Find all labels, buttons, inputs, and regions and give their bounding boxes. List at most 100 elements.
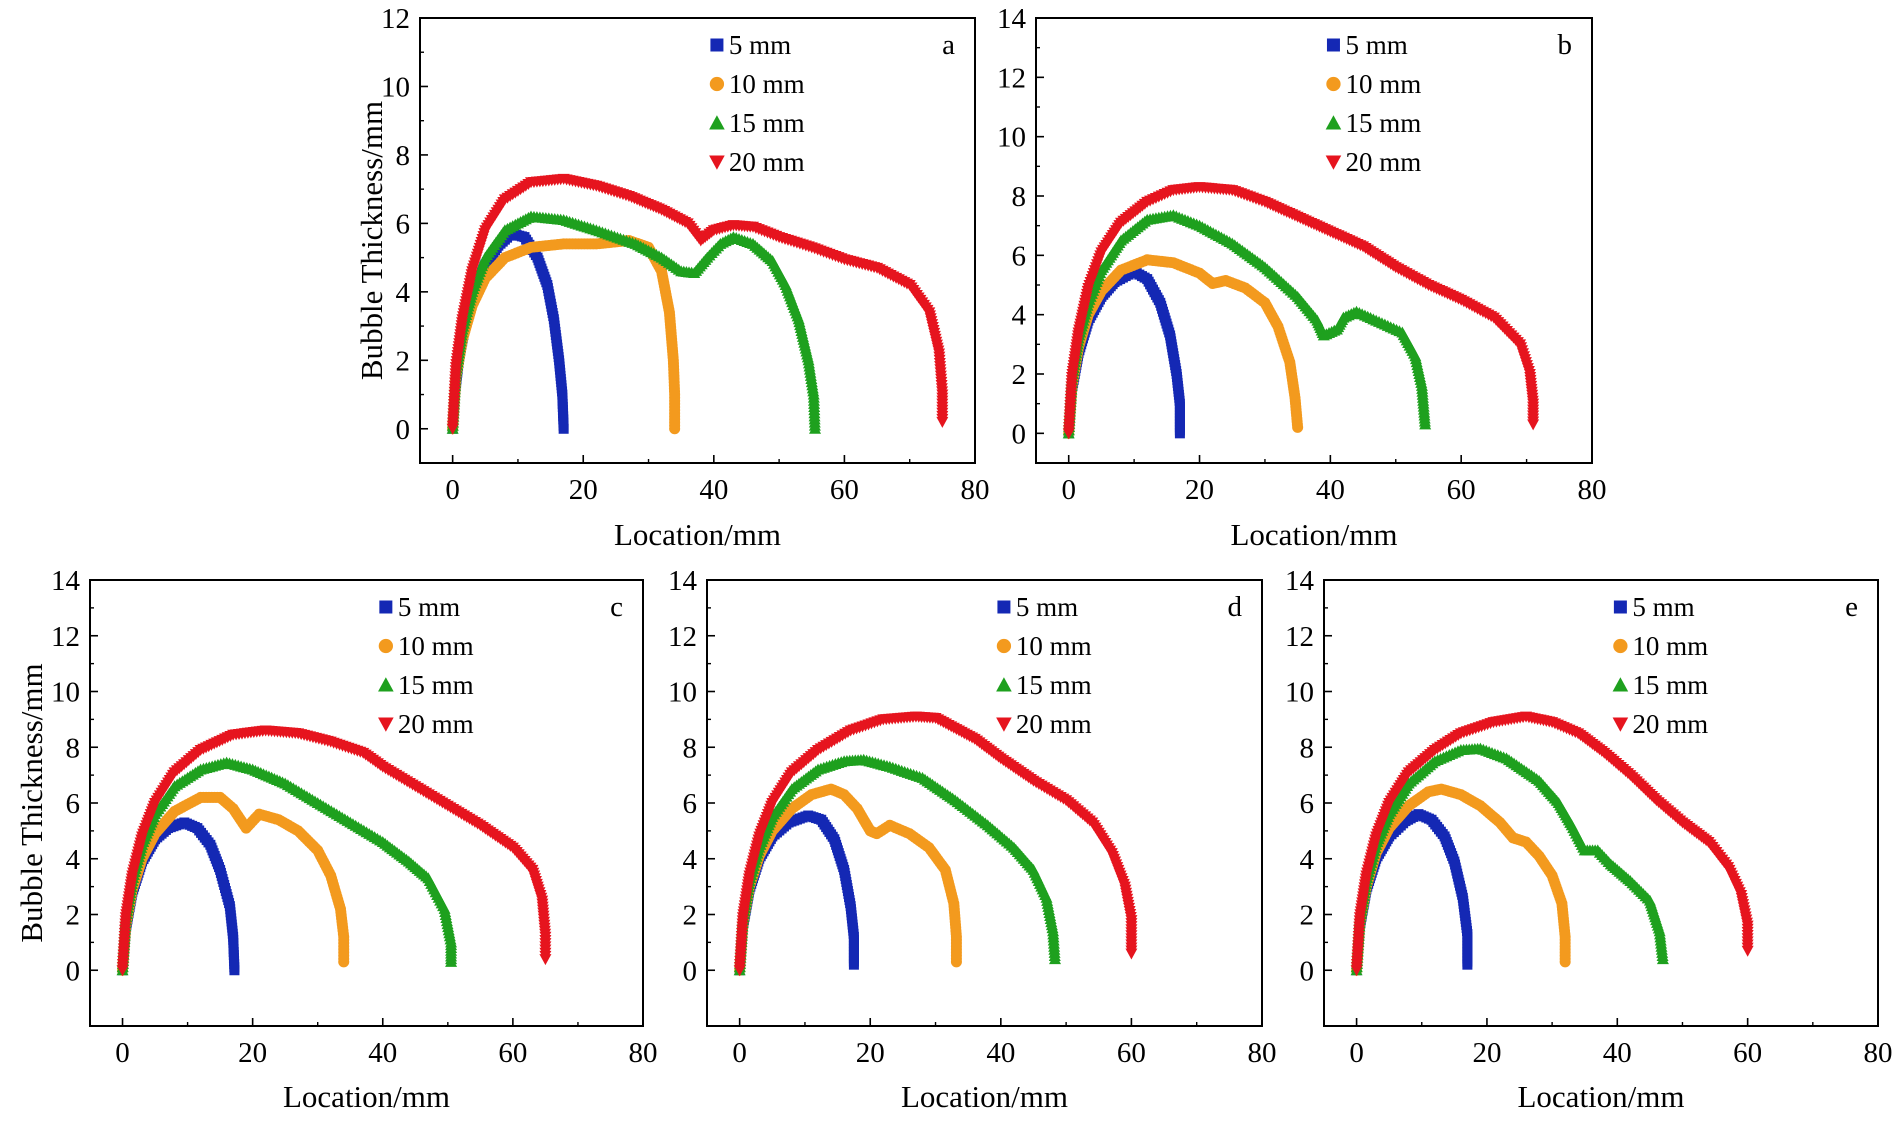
- y-tick-label: 0: [396, 414, 411, 446]
- y-tick-label: 2: [1012, 359, 1027, 391]
- series-15-mm: [116, 756, 458, 976]
- x-tick-label: 60: [1447, 474, 1476, 506]
- y-tick-label: 0: [1012, 418, 1027, 450]
- x-tick-label: 0: [732, 1037, 747, 1069]
- x-tick-label: 40: [1316, 474, 1345, 506]
- y-tick-label: 0: [683, 955, 698, 987]
- data-point: [1656, 953, 1669, 965]
- legend-marker: [1612, 717, 1629, 732]
- x-tick-label: 80: [961, 474, 990, 506]
- y-tick-label: 8: [1300, 732, 1315, 764]
- legend-label: 15 mm: [1345, 108, 1421, 138]
- legend-marker: [996, 638, 1012, 654]
- y-tick-label: 2: [683, 900, 698, 932]
- y-tick-label: 12: [51, 621, 80, 653]
- y-tick-label: 4: [66, 844, 81, 876]
- panel-e: 0 20 40 60 80 0 2 4 6 8 10 12 14 Location/mm e 5 mm 10 m…: [1285, 565, 1893, 1114]
- y-tick-label: 4: [1300, 844, 1315, 876]
- legend-label: 15 mm: [1632, 670, 1708, 700]
- data-point: [1559, 956, 1571, 968]
- legend: 5 mm 10 mm 15 mm 20 mm: [996, 592, 1092, 739]
- data-point: [936, 416, 949, 428]
- panel-letter: b: [1558, 29, 1573, 61]
- y-tick-label: 6: [1300, 788, 1315, 820]
- legend-marker: [996, 677, 1012, 692]
- legend-marker: [1326, 38, 1340, 52]
- x-axis-title: Location/mm: [1230, 517, 1397, 552]
- x-tick-label: 20: [856, 1037, 885, 1069]
- data-point: [1125, 948, 1138, 960]
- y-tick-label: 8: [396, 140, 411, 172]
- x-axis-title: Location/mm: [614, 517, 781, 552]
- legend-marker: [1326, 76, 1341, 92]
- y-tick-label: 4: [683, 844, 698, 876]
- x-tick-label: 0: [445, 474, 460, 506]
- y-tick-label: 8: [1012, 181, 1027, 213]
- y-axis-title: Bubble Thickness/mm: [354, 101, 389, 380]
- data-point: [848, 959, 859, 970]
- x-tick-label: 80: [629, 1037, 658, 1069]
- y-tick-label: 10: [51, 677, 80, 709]
- y-tick-label: 2: [1300, 900, 1315, 932]
- legend-label: 15 mm: [729, 108, 805, 138]
- series-15-mm: [733, 753, 1062, 976]
- panel-c: 0 20 40 60 80 0 2 4 6 8 10 12 14 Location/mm Bubble Th…: [14, 565, 658, 1114]
- y-tick-label: 14: [997, 3, 1027, 35]
- legend: 5 mm 10 mm 15 mm 20 mm: [709, 30, 805, 177]
- data-point: [1462, 959, 1473, 970]
- panel-d: 0 20 40 60 80 0 2 4 6 8 10 12 14 Location/mm d 5 mm 10 m…: [668, 565, 1277, 1114]
- legend-label: 5 mm: [1632, 592, 1694, 622]
- legend-label: 15 mm: [398, 670, 474, 700]
- y-tick-label: 0: [1300, 955, 1315, 987]
- x-tick-label: 60: [1117, 1037, 1146, 1069]
- legend-marker: [709, 115, 725, 130]
- series-20-mm: [1062, 182, 1540, 440]
- series-layer: [1350, 711, 1754, 977]
- x-tick-label: 60: [498, 1037, 527, 1069]
- x-tick-label: 40: [1603, 1037, 1632, 1069]
- legend-label: 10 mm: [1016, 631, 1092, 661]
- series-20-mm: [733, 711, 1138, 977]
- data-point: [1419, 418, 1432, 430]
- plot-frame: [706, 579, 1263, 1027]
- y-tick-label: 2: [396, 345, 411, 377]
- legend-marker: [379, 600, 393, 614]
- x-axis-title: Location/mm: [283, 1079, 450, 1114]
- legend-label: 5 mm: [1345, 30, 1407, 60]
- data-point: [1049, 953, 1062, 965]
- data-point: [1741, 945, 1754, 957]
- x-tick-label: 40: [986, 1037, 1015, 1069]
- series-layer: [733, 711, 1138, 977]
- panel-a: 0 20 40 60 80 0 2 4 6 8 10 12 Location/mm Bubble Thic…: [354, 3, 990, 552]
- x-tick-label: 20: [569, 474, 598, 506]
- data-point: [229, 965, 240, 976]
- series-15-mm: [1062, 209, 1432, 439]
- x-tick-label: 80: [1864, 1037, 1893, 1069]
- data-point: [1292, 421, 1304, 433]
- x-tick-label: 20: [238, 1037, 267, 1069]
- legend-marker: [378, 677, 394, 692]
- y-tick-label: 4: [1012, 300, 1027, 332]
- y-tick-label: 12: [381, 3, 410, 35]
- legend-marker: [709, 76, 725, 92]
- y-tick-label: 0: [66, 955, 81, 987]
- x-tick-label: 60: [1733, 1037, 1762, 1069]
- legend-label: 5 mm: [1016, 592, 1078, 622]
- x-tick-label: 20: [1185, 474, 1214, 506]
- y-tick-label: 14: [668, 565, 698, 597]
- legend-label: 10 mm: [1632, 631, 1708, 661]
- legend: 5 mm 10 mm 15 mm 20 mm: [378, 592, 474, 739]
- data-point: [809, 422, 822, 434]
- legend-marker: [1325, 115, 1342, 130]
- y-tick-label: 10: [997, 122, 1026, 154]
- plot-frame: [419, 17, 976, 464]
- x-tick-label: 40: [699, 474, 728, 506]
- y-tick-label: 12: [1285, 621, 1314, 653]
- legend-label: 20 mm: [398, 709, 474, 739]
- panel-b: 0 20 40 60 80 0 2 4 6 8 10 12 14 Location/mm b 5 mm 10 m…: [997, 3, 1607, 552]
- y-tick-label: 4: [396, 277, 411, 309]
- panel-letter: a: [942, 29, 955, 61]
- legend-marker: [378, 717, 394, 732]
- series-20-mm: [1350, 711, 1754, 977]
